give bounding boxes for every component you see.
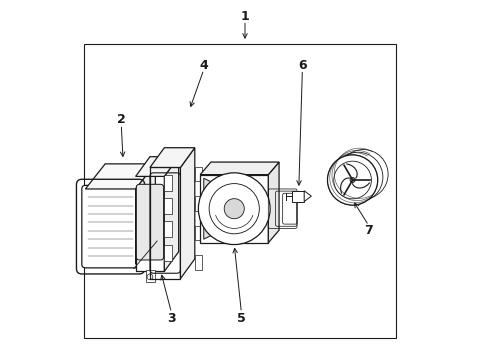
Text: 5: 5 <box>237 311 246 325</box>
Polygon shape <box>85 164 155 189</box>
Bar <box>292 191 304 202</box>
Polygon shape <box>200 162 279 175</box>
Text: 3: 3 <box>167 311 176 325</box>
Text: 4: 4 <box>199 59 208 72</box>
Bar <box>195 226 201 240</box>
Bar <box>146 270 155 282</box>
Text: 6: 6 <box>298 59 307 72</box>
Polygon shape <box>136 157 179 176</box>
Circle shape <box>327 155 378 205</box>
Polygon shape <box>304 191 311 202</box>
Bar <box>136 243 164 271</box>
FancyBboxPatch shape <box>136 184 164 260</box>
Bar <box>164 175 172 191</box>
Bar <box>195 167 201 181</box>
Circle shape <box>209 184 259 234</box>
Circle shape <box>198 173 270 244</box>
Bar <box>195 255 201 270</box>
Bar <box>84 44 395 338</box>
Text: 2: 2 <box>117 113 125 126</box>
Circle shape <box>224 199 245 219</box>
Bar <box>164 221 172 237</box>
Circle shape <box>350 177 355 183</box>
Polygon shape <box>164 157 179 271</box>
Polygon shape <box>136 164 155 264</box>
Bar <box>150 167 180 279</box>
Polygon shape <box>150 148 195 167</box>
Polygon shape <box>269 162 279 243</box>
Bar <box>195 196 201 211</box>
Text: 1: 1 <box>241 10 249 23</box>
Circle shape <box>147 274 153 280</box>
Bar <box>200 175 269 243</box>
Bar <box>164 198 172 214</box>
Text: 7: 7 <box>365 224 373 237</box>
Bar <box>164 244 172 261</box>
FancyBboxPatch shape <box>82 185 139 268</box>
Polygon shape <box>204 178 265 239</box>
Polygon shape <box>180 148 195 279</box>
Circle shape <box>334 161 371 199</box>
